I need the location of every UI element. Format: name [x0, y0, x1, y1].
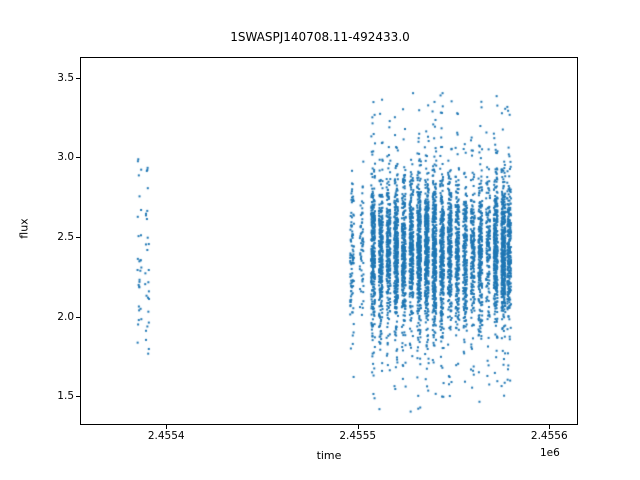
scatter-plot-canvas: [81, 58, 577, 424]
y-tick-mark: [76, 396, 80, 398]
x-tick-mark: [357, 425, 359, 429]
y-tick-label: 3.5: [57, 71, 74, 84]
x-axis-tick-labels: 2.45542.45552.45562.45572.45582.45592.45…: [0, 430, 640, 446]
y-tick-mark: [76, 157, 80, 159]
x-tick-label: 2.4554: [147, 430, 185, 442]
y-tick-mark: [76, 77, 80, 79]
x-axis-offset-text: 1e6: [540, 447, 560, 459]
y-tick-label: 1.5: [57, 390, 74, 403]
y-tick-mark: [76, 237, 80, 239]
y-tick-mark: [76, 316, 80, 318]
y-tick-label: 2.5: [57, 231, 74, 244]
x-tick-label: 2.4556: [530, 430, 568, 442]
x-axis-label: time: [316, 449, 342, 462]
x-tick-mark: [549, 425, 551, 429]
x-tick-label: 2.4555: [339, 430, 377, 442]
page-title: 1SWASPJ140708.11-492433.0: [230, 30, 410, 44]
y-tick-label: 2.0: [57, 310, 74, 323]
y-axis-tick-labels: 1.5 2.0 2.5 3.0 3.5: [24, 57, 74, 425]
y-axis-label: flux: [17, 218, 31, 239]
y-tick-label: 3.0: [57, 151, 74, 164]
plot-axes: [80, 57, 578, 425]
x-tick-mark: [166, 425, 168, 429]
